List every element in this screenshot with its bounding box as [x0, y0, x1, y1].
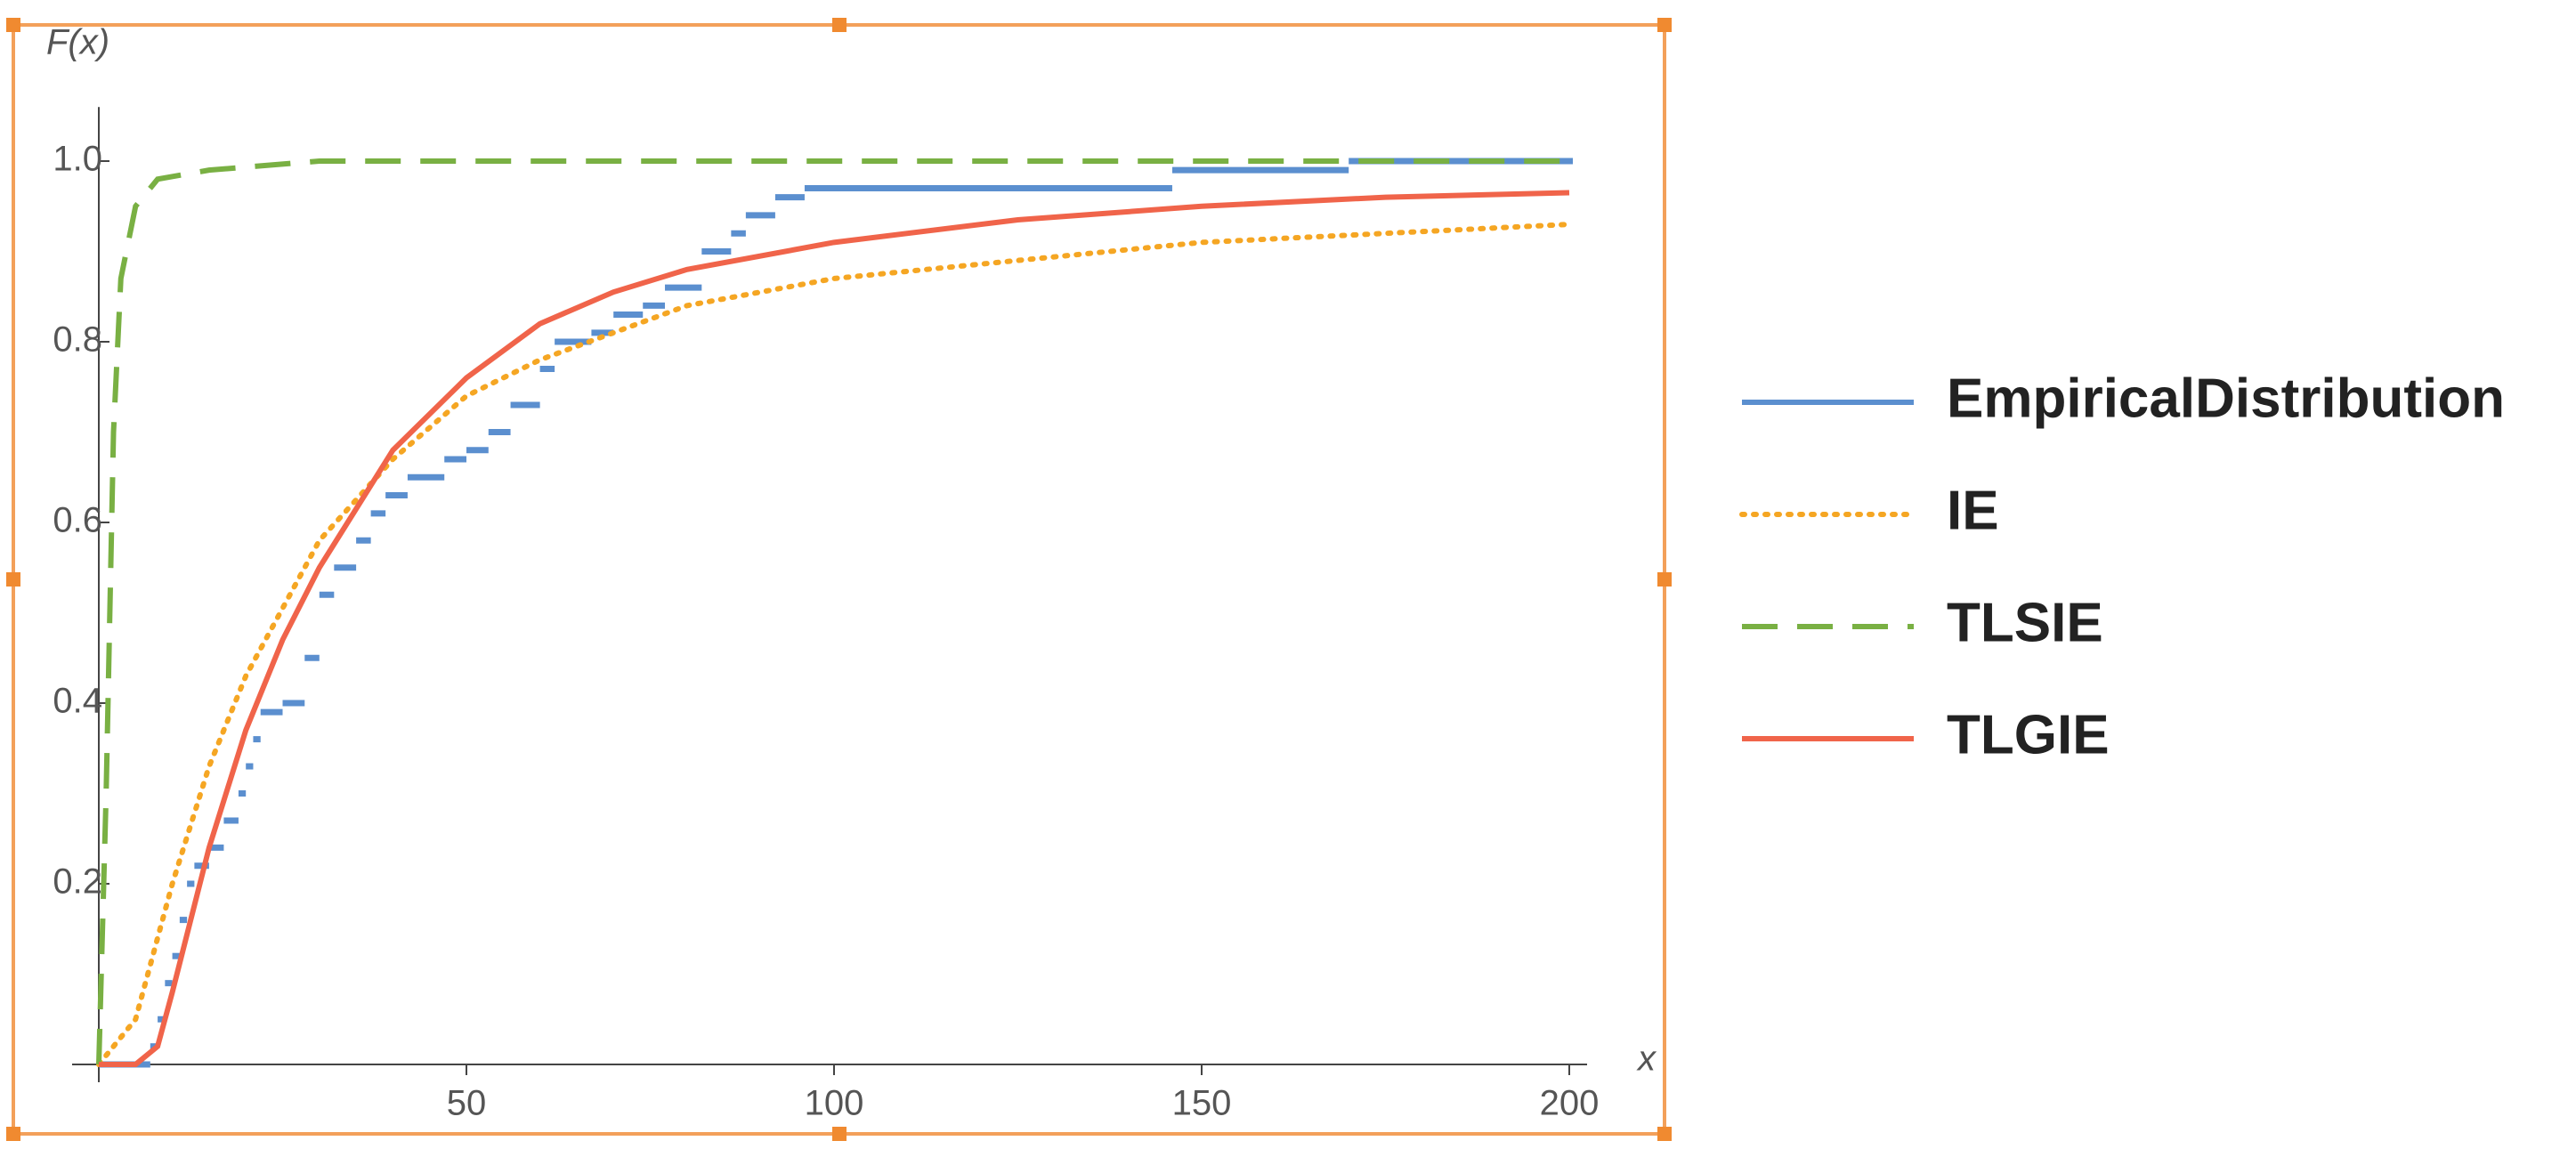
legend-label: EmpiricalDistribution — [1947, 368, 2505, 429]
x-tick-label: 50 — [447, 1084, 487, 1123]
y-tick-label: 0.4 — [53, 682, 102, 721]
x-tick-label: 100 — [805, 1084, 864, 1123]
y-tick-label: 0.2 — [53, 862, 102, 902]
curve — [96, 222, 1572, 1067]
legend-label: TLGIE — [1947, 704, 2110, 765]
x-axis-label: x — [1636, 1040, 1657, 1079]
legend-label: IE — [1947, 480, 1999, 541]
y-axis-label: F(x) — [46, 23, 109, 62]
legend-label: TLSIE — [1947, 592, 2103, 653]
selection-frame — [6, 18, 1672, 1141]
x-tick-label: 200 — [1540, 1084, 1600, 1123]
curve — [96, 158, 1569, 1065]
y-tick-label: 1.0 — [53, 140, 102, 179]
x-tick-label: 150 — [1172, 1084, 1232, 1123]
y-tick-label: 0.8 — [53, 320, 102, 360]
y-tick-label: 0.6 — [53, 501, 102, 540]
curve — [99, 190, 1570, 1067]
